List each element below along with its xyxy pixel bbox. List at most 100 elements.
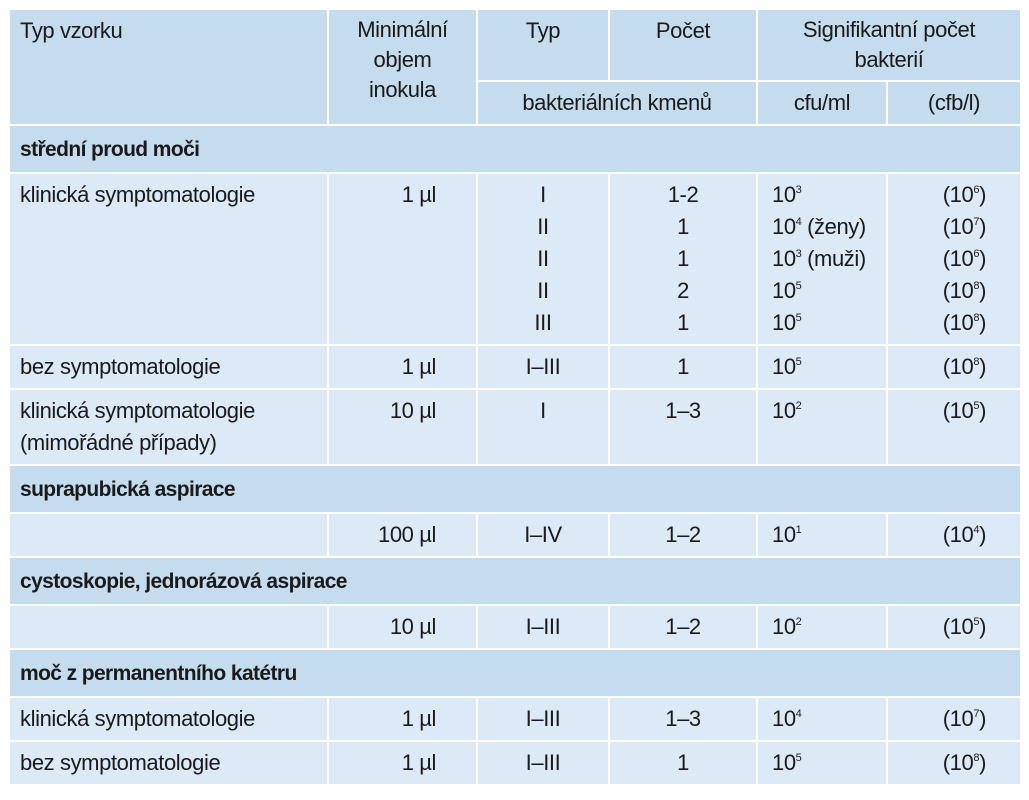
cfb-close: ) bbox=[979, 182, 986, 207]
sample-type-cell bbox=[8, 512, 329, 558]
strain-type-value: II bbox=[537, 278, 549, 303]
cfu-value: 104 (ženy) bbox=[772, 211, 876, 243]
cfu-base: 10 bbox=[772, 614, 796, 639]
strain-type-value: II bbox=[537, 214, 549, 239]
strain-type-value: I–III bbox=[525, 706, 561, 731]
cfb-base: (10 bbox=[942, 182, 974, 207]
cfb-base: (10 bbox=[942, 398, 974, 423]
sample-type-cell: bez symptomatologie bbox=[8, 740, 329, 786]
header-significant-count: Signifikantní počet bakterií bbox=[756, 8, 1022, 82]
volume-cell: 1 µl bbox=[327, 696, 478, 742]
sample-type-cell bbox=[8, 604, 329, 650]
section-title: moč z permanentního katétru bbox=[8, 648, 1022, 698]
cfu-exponent: 4 bbox=[795, 216, 802, 228]
cfu-cell: 103 104 (ženy) 103 (muži) 105 105 bbox=[756, 172, 888, 346]
cfu-exponent: 5 bbox=[795, 752, 802, 764]
cfu-value: 105 bbox=[772, 747, 876, 779]
cfb-value: (108) bbox=[898, 275, 987, 307]
cfb-value: (108) bbox=[898, 307, 987, 339]
section-row: cystoskopie, jednorázová aspirace bbox=[8, 556, 1022, 606]
cfb-close: ) bbox=[979, 398, 986, 423]
cfb-cell: (108) bbox=[886, 740, 1022, 786]
cfu-base: 10 bbox=[772, 398, 796, 423]
volume-cell: 1 µl bbox=[327, 172, 478, 346]
cfb-value: (105) bbox=[898, 395, 987, 427]
section-title: cystoskopie, jednorázová aspirace bbox=[8, 556, 1022, 606]
cfb-exponent: 5 bbox=[973, 616, 980, 628]
cfb-value: (107) bbox=[898, 703, 987, 735]
cfb-close: ) bbox=[979, 214, 986, 239]
strain-count-value: 1 bbox=[677, 246, 689, 271]
strain-count-value: 1 bbox=[677, 750, 689, 775]
cfu-exponent: 5 bbox=[795, 356, 802, 368]
sample-type-label: bez symptomatologie bbox=[20, 354, 221, 379]
cfb-value: (105) bbox=[898, 611, 987, 643]
header-count: Počet bbox=[608, 8, 758, 82]
section-row: moč z permanentního katétru bbox=[8, 648, 1022, 698]
strain-type-value: I bbox=[540, 398, 546, 423]
sample-type-label: klinická symptomatologie bbox=[20, 398, 255, 423]
cfu-exponent: 5 bbox=[795, 280, 802, 292]
strain-count-cell: 1-2 1 1 2 1 bbox=[608, 172, 758, 346]
cfu-note: (muži) bbox=[801, 246, 866, 271]
cfb-value: (108) bbox=[898, 351, 987, 383]
cfb-exponent: 5 bbox=[973, 400, 980, 412]
strain-count-cell: 1–2 bbox=[608, 512, 758, 558]
cfb-base: (10 bbox=[942, 706, 974, 731]
header-min-volume: Minimální objem inokula bbox=[327, 8, 478, 126]
cfb-cell: (105) bbox=[886, 388, 1022, 466]
strain-count-cell: 1 bbox=[608, 740, 758, 786]
strain-count-value: 1 bbox=[677, 214, 689, 239]
cfu-cell: 101 bbox=[756, 512, 888, 558]
cfb-cell: (106) (107) (106) (108) (108) bbox=[886, 172, 1022, 346]
volume-cell: 10 µl bbox=[327, 604, 478, 650]
table-row: bez symptomatologie 1 µl I–III 1 105 (108) bbox=[8, 740, 1022, 786]
section-title: střední proud moči bbox=[8, 124, 1022, 174]
header-row-bottom: bakteriálních kmenů cfu/ml (cfb/l) bbox=[9, 80, 1022, 126]
cfb-value: (106) bbox=[898, 179, 987, 211]
cfb-exponent: 6 bbox=[973, 248, 980, 260]
cfu-cell: 104 bbox=[756, 696, 888, 742]
cfb-base: (10 bbox=[942, 750, 974, 775]
section-title: suprapubická aspirace bbox=[8, 464, 1022, 514]
cfu-base: 10 bbox=[772, 278, 796, 303]
cfu-value: 102 bbox=[772, 611, 876, 643]
volume-cell: 1 µl bbox=[327, 344, 478, 390]
strain-type-cell: I–IV bbox=[476, 512, 610, 558]
table-row: 100 µl I–IV 1–2 101 (104) bbox=[8, 512, 1022, 558]
cfb-exponent: 8 bbox=[973, 356, 980, 368]
sample-type-label bbox=[20, 519, 317, 551]
strain-count-value: 1–3 bbox=[665, 398, 701, 423]
cfb-close: ) bbox=[979, 310, 986, 335]
table-row: bez symptomatologie 1 µl I–III 1 105 (108) bbox=[8, 344, 1022, 390]
cfb-value: (108) bbox=[898, 747, 987, 779]
strain-type-cell: I–III bbox=[476, 344, 610, 390]
cfb-base: (10 bbox=[942, 214, 974, 239]
strain-type-value: I–IV bbox=[524, 522, 562, 547]
cfb-close: ) bbox=[979, 750, 986, 775]
table-row: klinická symptomatologie 1 µl I II II II III 1-… bbox=[8, 172, 1022, 346]
volume-cell: 1 µl bbox=[327, 740, 478, 786]
cfb-close: ) bbox=[979, 522, 986, 547]
cfb-base: (10 bbox=[942, 278, 974, 303]
header-unit-cfu: cfu/ml bbox=[756, 80, 888, 126]
strain-count-cell: 1–3 bbox=[608, 388, 758, 466]
cfb-close: ) bbox=[979, 706, 986, 731]
cfb-cell: (107) bbox=[886, 696, 1022, 742]
section-row: suprapubická aspirace bbox=[8, 464, 1022, 514]
cfu-base: 10 bbox=[772, 750, 796, 775]
cfb-close: ) bbox=[979, 354, 986, 379]
cfu-base: 10 bbox=[772, 522, 796, 547]
strain-count-cell: 1–2 bbox=[608, 604, 758, 650]
cfb-base: (10 bbox=[942, 354, 974, 379]
cfu-exponent: 5 bbox=[795, 312, 802, 324]
cfb-exponent: 8 bbox=[973, 752, 980, 764]
strain-type-cell: I–III bbox=[476, 740, 610, 786]
cfb-cell: (104) bbox=[886, 512, 1022, 558]
cfu-cell: 102 bbox=[756, 604, 888, 650]
header-typ: Typ bbox=[476, 8, 610, 82]
strain-count-value: 1 bbox=[677, 310, 689, 335]
header-row-top: Typ vzorku Minimální objem inokula Typ P… bbox=[8, 8, 1022, 126]
volume-cell: 10 µl bbox=[327, 388, 478, 466]
cfb-base: (10 bbox=[942, 522, 974, 547]
